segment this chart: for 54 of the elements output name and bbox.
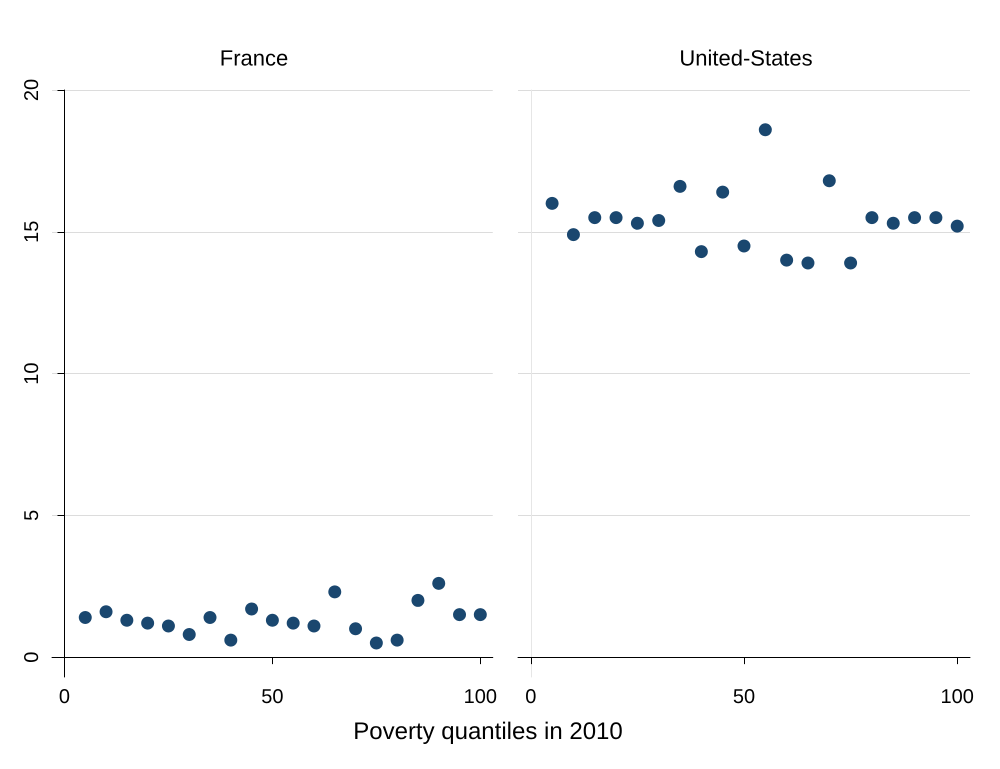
y-tick-label: 5 — [21, 510, 43, 521]
chart-title: France — [220, 46, 288, 70]
point — [822, 174, 836, 188]
point — [588, 211, 602, 224]
x-tick-label: 50 — [732, 686, 756, 708]
point — [865, 211, 878, 224]
point — [566, 228, 580, 242]
y-tick-label: 15 — [21, 220, 43, 243]
point — [204, 610, 217, 624]
point — [908, 211, 922, 224]
x-tick-label: 50 — [261, 686, 284, 708]
point — [844, 256, 858, 270]
point — [100, 605, 113, 618]
point — [328, 585, 342, 598]
point — [141, 616, 154, 630]
point — [610, 211, 623, 224]
point — [78, 610, 92, 624]
point — [162, 619, 175, 632]
point — [182, 628, 196, 641]
point — [286, 616, 300, 630]
point — [120, 614, 134, 627]
point — [929, 211, 942, 224]
point — [432, 576, 446, 590]
point — [694, 245, 708, 258]
point — [738, 239, 750, 252]
x-tick-label: 0 — [58, 686, 70, 708]
point — [950, 220, 964, 233]
point — [716, 186, 730, 199]
point — [370, 636, 383, 650]
point — [411, 594, 424, 607]
point — [224, 634, 238, 647]
x-axis-title: Poverty quantiles in 2010 — [352, 718, 624, 746]
point — [674, 180, 687, 193]
y-tick-label: 10 — [21, 362, 43, 385]
x-tick-label: 100 — [940, 686, 974, 708]
point — [307, 619, 320, 632]
point — [266, 614, 279, 627]
point — [652, 214, 666, 227]
x-tick-label: 0 — [525, 686, 536, 708]
point — [390, 634, 404, 647]
point — [474, 608, 487, 622]
point — [758, 123, 772, 136]
point — [886, 216, 900, 230]
point — [780, 254, 794, 267]
y-tick-label: 20 — [21, 78, 43, 102]
point — [546, 196, 559, 210]
y-tick-label: 0 — [21, 652, 43, 663]
x-tick-label: 100 — [464, 686, 498, 708]
point — [453, 608, 466, 622]
point — [349, 622, 362, 636]
point — [801, 256, 814, 270]
chart-title: United-States — [679, 46, 813, 70]
point — [245, 602, 258, 616]
point — [630, 216, 644, 230]
